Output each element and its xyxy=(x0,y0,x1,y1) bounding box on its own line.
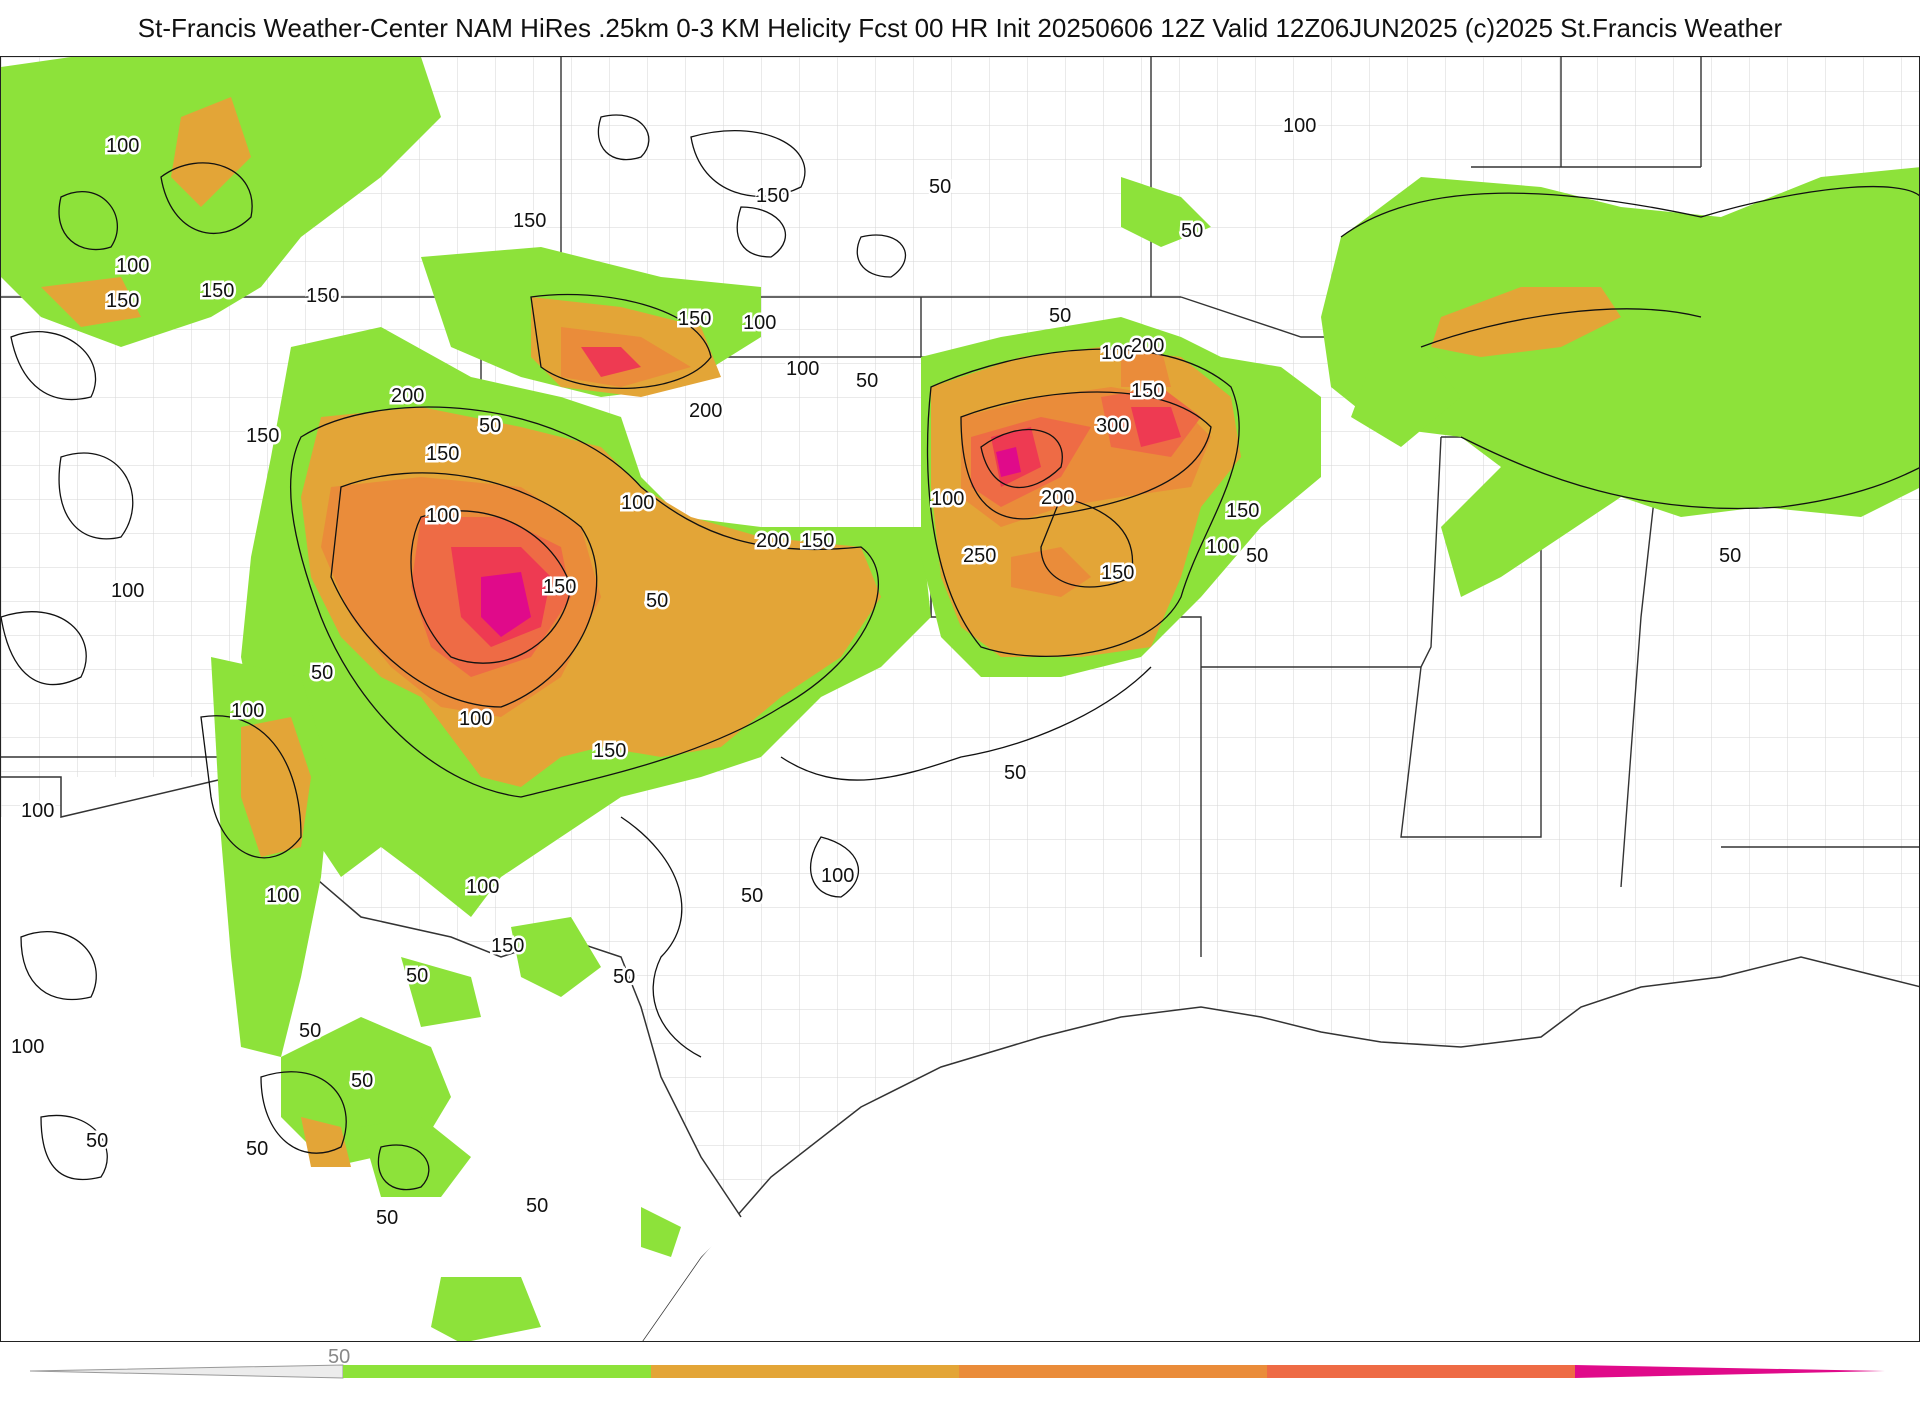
contour-label: 100 xyxy=(621,492,654,514)
contour-label: 150 xyxy=(1101,562,1134,584)
contour-label: 200 xyxy=(1131,335,1164,357)
contour-label: 50 xyxy=(246,1138,268,1160)
contour-label: 50 xyxy=(351,1070,373,1092)
colorbar-segment xyxy=(343,1365,651,1378)
contour-label: 50 xyxy=(1719,545,1741,567)
contour-label: 150 xyxy=(201,280,234,302)
contour-label: 100 xyxy=(116,255,149,277)
contour-labels: 100 100 150 150 150 150 50 150 100 100 5… xyxy=(9,113,1744,1232)
colorbar-low-triangle xyxy=(29,1364,344,1379)
contour-label: 50 xyxy=(1181,220,1203,242)
contour-label: 50 xyxy=(1049,305,1071,327)
contour-label: 150 xyxy=(801,530,834,552)
map-title: St-Francis Weather-Center NAM HiRes .25k… xyxy=(137,12,1783,43)
contour-label: 50 xyxy=(1004,762,1026,784)
contour-label: 100 xyxy=(1283,115,1316,137)
contour-label: 150 xyxy=(491,935,524,957)
contour-label: 200 xyxy=(1041,487,1074,509)
colorbar-segment xyxy=(1267,1365,1575,1378)
contour-label: 150 xyxy=(306,285,339,307)
contour-label: 100 xyxy=(111,580,144,602)
contour-label: 100 xyxy=(786,358,819,380)
contour-label: 100 xyxy=(743,312,776,334)
helicity-contours xyxy=(1,114,1919,1191)
contour-label: 50 xyxy=(646,590,668,612)
contour-label: 150 xyxy=(513,210,546,232)
contour-label: 100 xyxy=(231,700,264,722)
contour-label: 50 xyxy=(613,966,635,988)
contour-label: 150 xyxy=(756,185,789,207)
contour-label: 250 xyxy=(963,545,996,567)
contour-label: 200 xyxy=(689,400,722,422)
gulf-water xyxy=(642,957,1919,1341)
contour-label: 50 xyxy=(526,1195,548,1217)
contour-label: 50 xyxy=(311,662,333,684)
contour-label: 100 xyxy=(21,800,54,822)
contour-label: 100 xyxy=(266,885,299,907)
contour-label: 100 xyxy=(1101,342,1134,364)
contour-label: 200 xyxy=(756,530,789,552)
colorbar-high-triangle xyxy=(1575,1365,1885,1378)
contour-label: 100 xyxy=(426,505,459,527)
contour-label: 150 xyxy=(593,740,626,762)
contour-label: 150 xyxy=(426,443,459,465)
contour-label: 50 xyxy=(479,415,501,437)
colorbar-tick-label: 50 xyxy=(328,1346,351,1368)
contour-label: 50 xyxy=(741,885,763,907)
contour-label: 200 xyxy=(391,385,424,407)
map-canvas: 100 100 150 150 150 150 50 150 100 100 5… xyxy=(1,57,1919,1341)
contour-label: 100 xyxy=(931,488,964,510)
contour-label: 100 xyxy=(459,708,492,730)
contour-label: 300 xyxy=(1096,415,1129,437)
contour-label: 150 xyxy=(1131,380,1164,402)
contour-label: 50 xyxy=(376,1207,398,1229)
contour-label: 100 xyxy=(1206,536,1239,558)
contour-label: 150 xyxy=(678,308,711,330)
contour-label: 50 xyxy=(406,965,428,987)
coastline xyxy=(641,956,1919,1341)
contour-label: 100 xyxy=(821,865,854,887)
contour-label: 100 xyxy=(11,1036,44,1058)
colorbar-segment xyxy=(651,1365,959,1378)
contour-label: 100 xyxy=(466,876,499,898)
contour-label: 100 xyxy=(106,135,139,157)
colorbar-svg xyxy=(29,1364,1885,1379)
us-mexico-border xyxy=(1,776,742,1218)
contour-label: 150 xyxy=(106,290,139,312)
contour-label: 150 xyxy=(1226,500,1259,522)
contour-label: 150 xyxy=(246,425,279,447)
contour-label: 50 xyxy=(1246,545,1268,567)
colorbar xyxy=(0,1342,1920,1400)
contour-label: 50 xyxy=(929,176,951,198)
colorbar-segment xyxy=(959,1365,1267,1378)
contour-label: 150 xyxy=(543,576,576,598)
helicity-map: 100 100 150 150 150 150 50 150 100 100 5… xyxy=(0,56,1920,1342)
contour-label: 50 xyxy=(299,1020,321,1042)
contour-label: 50 xyxy=(856,370,878,392)
contour-label: 50 xyxy=(86,1130,108,1152)
